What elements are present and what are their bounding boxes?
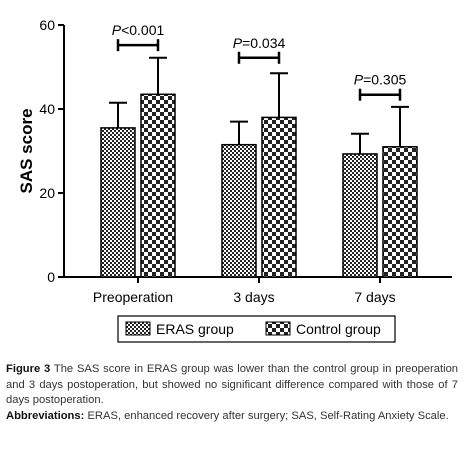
p-value-label: P=0.034 [233,35,286,51]
bar-chart: SAS score 0 20 40 60 Preoperation 3 days 7 day… [17,17,452,343]
y-axis-label: SAS score [17,108,36,193]
p-value-label: P=0.305 [354,72,407,88]
y-tick-label: 40 [39,101,55,117]
abbreviations-text: Abbreviations: ERAS, enhanced recovery a… [6,409,458,425]
bar [221,143,257,278]
bar [261,116,297,278]
abbreviations-description: ERAS, enhanced recovery after surgery; S… [87,409,449,422]
bar [342,153,378,278]
legend-box [117,315,396,343]
p-value-label: P<0.001 [112,22,165,38]
legend-label: Control group [296,321,381,337]
x-tick-label: Preoperation [93,289,173,305]
y-tick-label: 20 [39,185,55,201]
figure-caption-text: Figure 3 The SAS score in ERAS group was… [6,362,458,409]
x-tick-label: 3 days [233,289,274,305]
abbreviations-label: Abbreviations: [6,409,85,422]
figure-label: Figure 3 [6,363,51,375]
y-tick-label: 60 [39,17,55,33]
figure-description: The SAS score in ERAS group was lower th… [6,363,459,407]
bar [140,93,176,278]
bar [100,127,136,278]
legend-label: ERAS group [156,321,234,337]
legend-swatch [265,321,291,336]
legend-swatch [125,321,151,336]
bar [382,146,418,278]
figure-caption: Figure 3 The SAS score in ERAS group was… [6,362,458,424]
y-tick-label: 0 [47,269,55,285]
x-tick-label: 7 days [354,289,395,305]
